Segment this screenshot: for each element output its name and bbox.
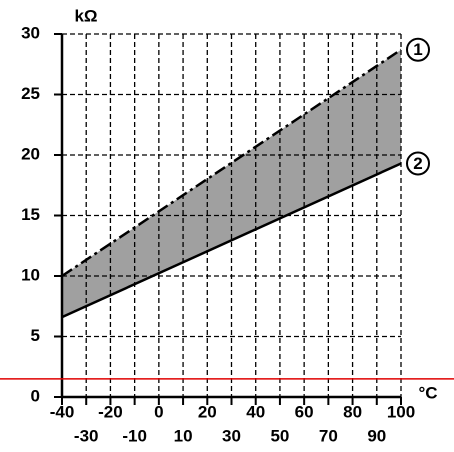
x-tick-label: 40 xyxy=(246,402,265,421)
y-tick-label: 0 xyxy=(31,386,40,405)
y-tick-label: 15 xyxy=(21,205,40,224)
x-tick-label: 60 xyxy=(295,402,314,421)
series-label: 1 xyxy=(413,40,422,59)
series-label: 2 xyxy=(413,154,422,173)
series-label-circle xyxy=(406,151,430,176)
y-tick-label: 30 xyxy=(21,23,40,42)
y-tick-label: 20 xyxy=(21,144,40,163)
series-line xyxy=(61,48,402,278)
x-tick-label: -20 xyxy=(98,402,123,421)
x-tick-label: -30 xyxy=(74,426,99,445)
x-tick-label: 10 xyxy=(174,426,193,445)
x-tick-label: 0 xyxy=(154,402,163,421)
x-tick-label: 70 xyxy=(319,426,338,445)
series-line xyxy=(61,162,402,319)
x-tick-label: 20 xyxy=(198,402,217,421)
x-tick-label: 30 xyxy=(222,426,241,445)
x-tick-label: 80 xyxy=(343,402,362,421)
x-tick-label: 90 xyxy=(367,426,386,445)
x-tick-label: -10 xyxy=(122,426,147,445)
y-tick-label: 25 xyxy=(21,84,40,103)
series-label-circle xyxy=(406,37,430,62)
x-axis-label: °C xyxy=(418,383,437,402)
band-area xyxy=(62,49,401,318)
y-tick-label: 5 xyxy=(31,326,40,345)
y-tick-label: 10 xyxy=(21,265,40,284)
x-tick-label: 50 xyxy=(270,426,289,445)
y-axis-label: kΩ xyxy=(74,6,97,25)
x-tick-label: -40 xyxy=(50,402,75,421)
x-tick-label: 100 xyxy=(387,402,415,421)
